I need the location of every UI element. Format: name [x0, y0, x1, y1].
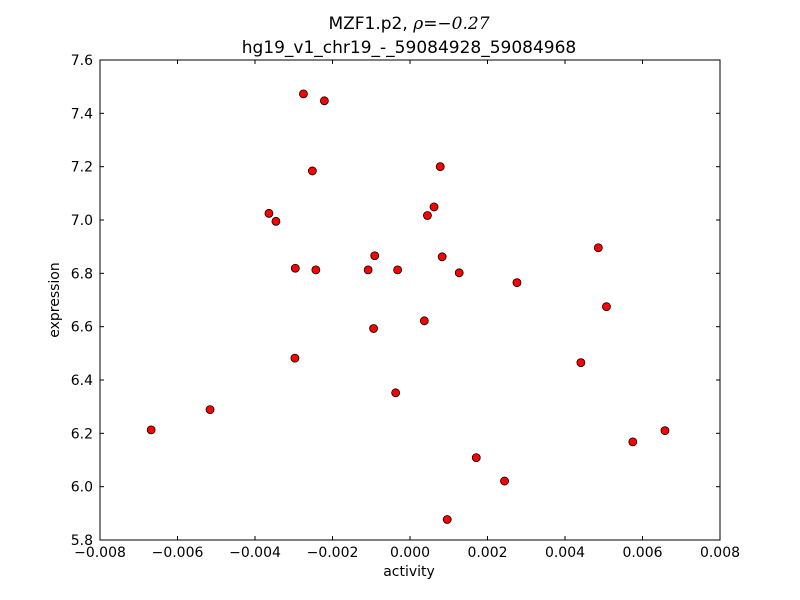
y-tick-label: 5.8	[71, 533, 93, 549]
data-point	[429, 202, 439, 212]
x-axis-ticks: −0.008 −0.006 −0.004 −0.002 0.000 0.002 0.004 0…	[74, 60, 740, 561]
data-point	[423, 211, 432, 220]
data-point	[290, 353, 300, 363]
chart-title-line2: hg19_v1_chr19_-_59084928_59084968	[242, 38, 577, 58]
data-point	[363, 265, 373, 275]
data-point	[435, 162, 445, 172]
data-point	[442, 515, 452, 524]
y-axis-ticks: 5.8 6.0 6.2 6.4 6.6 6.8 7.0 7.2 7.4 7.6	[71, 53, 720, 549]
x-tick-label: −0.008	[74, 545, 126, 561]
data-point	[628, 437, 638, 447]
data-point	[471, 453, 481, 463]
y-tick-label: 6.6	[71, 320, 93, 336]
title-rho-symbol: ρ	[412, 14, 423, 34]
x-tick-label: 0.006	[622, 545, 662, 561]
data-point	[369, 324, 378, 333]
data-point	[271, 216, 281, 226]
y-axis-label: expression	[47, 262, 63, 338]
x-axis-label: activity	[383, 564, 435, 580]
y-tick-label: 6.8	[71, 266, 93, 282]
title-rho-value: =−0.27	[423, 14, 490, 34]
data-point	[311, 265, 321, 275]
x-tick-label: −0.004	[229, 545, 281, 561]
data-point	[576, 358, 586, 368]
data-point	[290, 263, 300, 273]
data-point	[593, 243, 603, 253]
data-point	[391, 388, 401, 398]
data-point	[500, 476, 509, 486]
data-point	[512, 278, 522, 288]
y-tick-label: 6.2	[71, 426, 93, 442]
data-point	[419, 316, 429, 326]
x-tick-label: 0.008	[700, 545, 740, 561]
data-point	[205, 405, 215, 415]
data-point	[660, 426, 670, 436]
data-point	[307, 166, 317, 176]
x-tick-label: 0.002	[467, 545, 507, 561]
y-tick-label: 7.0	[71, 213, 93, 229]
data-point	[393, 265, 403, 275]
x-tick-label: −0.002	[307, 545, 359, 561]
y-tick-label: 7.2	[71, 160, 93, 176]
y-tick-label: 6.0	[71, 480, 93, 496]
data-point	[264, 208, 274, 218]
x-tick-label: −0.006	[152, 545, 204, 561]
data-point	[319, 96, 329, 106]
data-point	[146, 425, 156, 435]
plot-area-frame	[99, 59, 721, 541]
title-prefix: MZF1.p2,	[328, 14, 413, 34]
x-tick-label: 0.000	[390, 545, 430, 561]
y-tick-label: 6.4	[71, 373, 93, 389]
y-tick-label: 7.4	[71, 106, 93, 122]
chart-title-line1: MZF1.p2, ρ=−0.27	[328, 14, 489, 34]
x-tick-label: 0.004	[545, 545, 585, 561]
data-point	[454, 268, 464, 278]
data-point	[370, 251, 380, 261]
data-points	[146, 89, 670, 524]
y-tick-label: 7.6	[71, 53, 93, 69]
data-point	[602, 302, 611, 312]
data-point	[299, 89, 308, 99]
data-point	[437, 252, 447, 262]
